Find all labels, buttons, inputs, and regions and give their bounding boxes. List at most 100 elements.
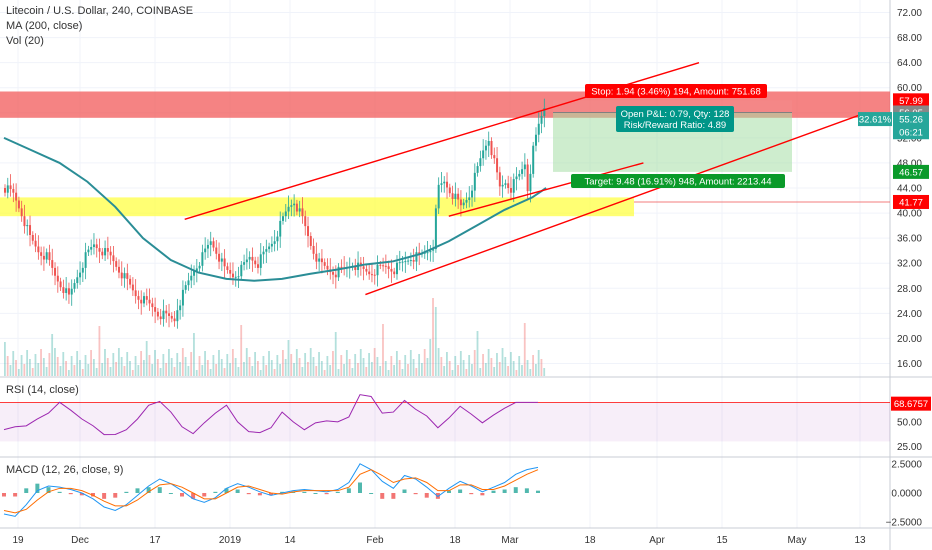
volume-bar (226, 354, 229, 376)
volume-bar (15, 360, 17, 376)
volume-bar (448, 361, 451, 376)
candle-body (454, 193, 457, 199)
volume-bar (81, 369, 84, 376)
macd-histogram-bar (146, 487, 151, 493)
volume-bar (143, 360, 145, 376)
candle-body (15, 192, 18, 201)
candle-body (156, 311, 159, 317)
rsi-line (3, 394, 539, 436)
candle-body (104, 248, 107, 256)
macd-histogram-bar (213, 491, 218, 493)
macd-histogram-bar (13, 493, 18, 497)
candle-body (59, 281, 62, 288)
candle-body (323, 262, 326, 266)
target-label-text: Target: 9.48 (16.91%) 948, Amount: 2213.… (585, 177, 772, 188)
candle-body (332, 272, 335, 275)
volume-bar (101, 363, 104, 376)
candle-body (20, 208, 23, 217)
candle-body (31, 235, 34, 241)
volume-bar (109, 367, 112, 376)
candle-body (29, 225, 32, 235)
volume-bar (59, 366, 62, 376)
volume-bar (409, 350, 412, 376)
ma-legend[interactable]: MA (200, close) (6, 20, 83, 32)
candle-body (120, 272, 123, 279)
candle-body (40, 252, 43, 256)
candle-body (193, 271, 196, 276)
macd-histogram-bar (335, 491, 340, 493)
volume-bar (340, 355, 343, 376)
stop-price-tag-text: 57.99 (899, 96, 923, 107)
price-tick-label: 44.00 (897, 184, 922, 195)
candle-body (106, 248, 109, 252)
volume-bar (276, 355, 279, 376)
candle-body (473, 172, 476, 191)
time-tick-label: May (788, 535, 807, 546)
candle-body (312, 245, 315, 254)
candle-body (37, 246, 40, 253)
macd-histogram-bar (79, 493, 84, 496)
candle-body (418, 252, 421, 254)
macd-histogram-bar (2, 493, 6, 497)
countdown-tag-bg (893, 125, 929, 140)
macd-legend[interactable]: MACD (12, 26, close, 9) (6, 464, 124, 476)
volume-bar (540, 359, 543, 376)
volume-bar (532, 355, 534, 376)
countdown-tag: 06:21 (893, 125, 929, 140)
stop-price-tag: 57.99 (893, 93, 929, 108)
volume-bar (76, 351, 79, 376)
volume-bar (184, 357, 187, 376)
macd-histogram-bar (102, 493, 107, 499)
candle-body (404, 261, 407, 263)
volume-bar (457, 365, 459, 376)
volume-bar (518, 356, 521, 376)
candle-body (459, 199, 462, 206)
candle-body (6, 185, 9, 193)
candle-body (309, 236, 312, 246)
candle-body (387, 266, 390, 269)
candle-body (231, 273, 234, 278)
candle-body (67, 288, 70, 295)
volume-bar (507, 366, 509, 376)
price-tick-label: 24.00 (897, 309, 922, 320)
volume-bar (345, 350, 348, 376)
candle-body (220, 258, 223, 262)
candle-body (90, 247, 93, 250)
candle-body (523, 164, 526, 170)
candle-body (440, 183, 443, 185)
volume-bar (148, 355, 151, 376)
volume-bar (407, 364, 409, 376)
volume-bar (482, 354, 484, 376)
volume-bar (451, 370, 454, 376)
volume-bar (290, 354, 293, 376)
macd-histogram-bar (369, 493, 374, 494)
time-tick-label: 19 (12, 535, 24, 546)
candle-body (432, 249, 435, 251)
volume-bar (209, 369, 212, 376)
volume-bar (476, 331, 479, 376)
candle-body (318, 258, 321, 262)
volume-bar (254, 352, 256, 376)
candle-body (490, 141, 493, 156)
candle-body (290, 205, 293, 207)
volume-bar (384, 361, 387, 376)
volume-bar (62, 352, 65, 376)
volume-bar (459, 351, 462, 376)
candle-body (229, 269, 232, 274)
volume-bar (190, 352, 193, 376)
rsi-legend[interactable]: RSI (14, close) (6, 384, 79, 396)
vol-legend[interactable]: Vol (20) (6, 35, 44, 47)
rsi-value-tag: 68.6757 (891, 396, 931, 411)
volume-bar (521, 365, 523, 376)
volume-bar (262, 356, 265, 376)
volume-bar (90, 350, 92, 376)
target-price-tag-text: 46.57 (899, 167, 923, 178)
candle-body (437, 184, 440, 209)
volume-bar (295, 349, 298, 376)
candle-body (493, 155, 496, 159)
volume-bar (543, 368, 546, 376)
candle-body (168, 313, 171, 316)
candle-body (462, 202, 465, 206)
symbol-title[interactable]: Litecoin / U.S. Dollar, 240, COINBASE (6, 5, 194, 17)
